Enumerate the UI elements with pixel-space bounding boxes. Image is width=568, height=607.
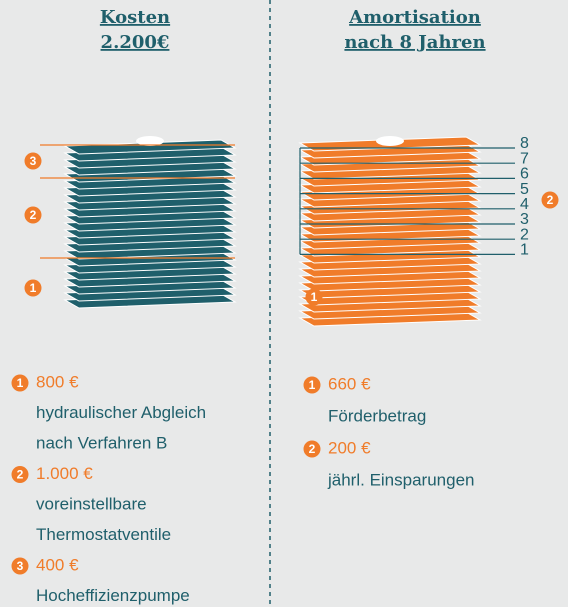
number-badge-label: 1 — [311, 290, 318, 304]
infographic: Kosten2.200€Amortisationnach 8 Jahren321… — [0, 0, 568, 607]
column-title: Amortisation — [348, 7, 481, 28]
column-title: 2.200€ — [101, 32, 170, 53]
description: Hocheffizienzpumpe — [36, 586, 190, 605]
number-badge-label: 2 — [547, 193, 554, 207]
description: Thermostatventile — [36, 525, 171, 544]
amount: 660 € — [328, 374, 371, 393]
number-badge-label: 1 — [309, 378, 316, 392]
description: hydraulischer Abgleich — [36, 403, 206, 422]
amount: 200 € — [328, 438, 371, 457]
column-title: nach 8 Jahren — [344, 32, 485, 53]
number-badge-label: 2 — [17, 468, 24, 482]
amount: 1.000 € — [36, 464, 93, 483]
scale-label: 1 — [520, 242, 529, 259]
description: Förderbetrag — [328, 406, 426, 425]
amount: 800 € — [36, 372, 79, 391]
column-title: Kosten — [100, 7, 170, 28]
number-badge-label: 3 — [17, 559, 24, 573]
number-badge-label: 2 — [30, 208, 37, 222]
euro-coin — [376, 136, 404, 146]
number-badge-label: 1 — [30, 281, 37, 295]
number-badge-label: 3 — [30, 154, 37, 168]
description: jährl. Einsparungen — [327, 470, 474, 489]
number-badge-label: 2 — [309, 442, 316, 456]
number-badge-label: 1 — [17, 376, 24, 390]
description: nach Verfahren B — [36, 433, 167, 452]
amount: 400 € — [36, 555, 79, 574]
description: voreinstellbare — [36, 494, 147, 513]
